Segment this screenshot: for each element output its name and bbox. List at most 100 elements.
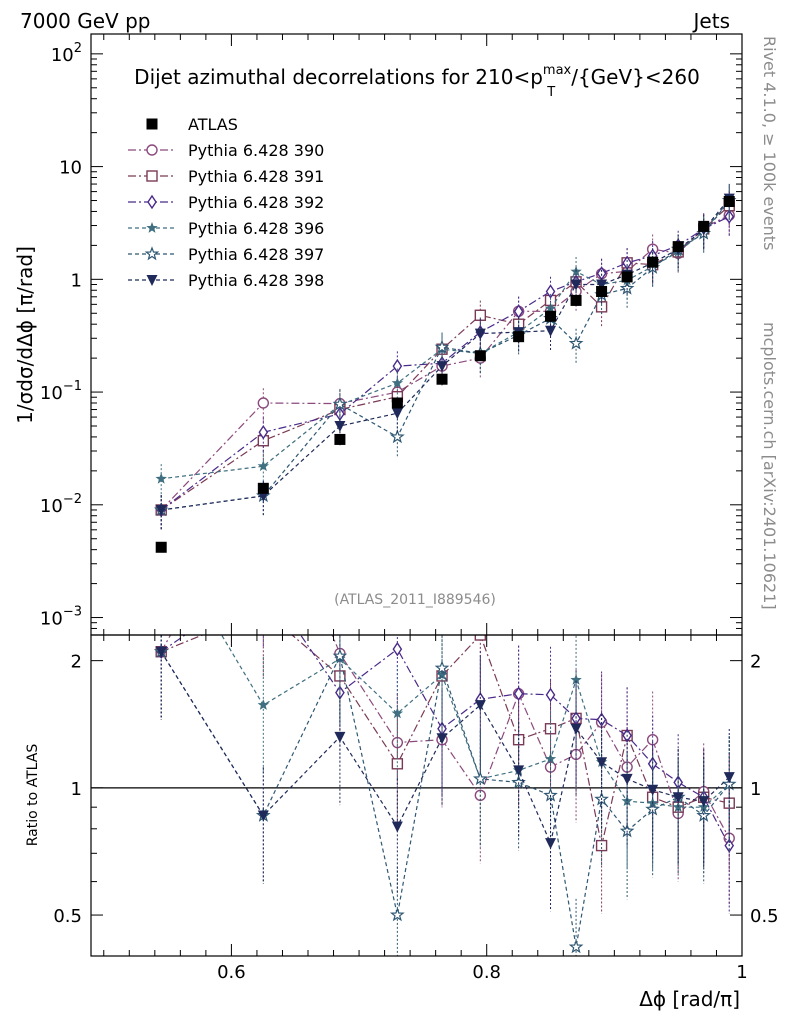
ratio-point bbox=[698, 796, 710, 808]
ratio-tick-label-left: 0.5 bbox=[53, 906, 82, 927]
y-tick-label: 10−3 bbox=[40, 605, 82, 630]
ratio-point bbox=[511, 774, 526, 789]
data-point bbox=[392, 358, 403, 374]
ratio-point bbox=[257, 699, 269, 710]
ratio-line-s397 bbox=[160, 651, 730, 948]
ratio-point bbox=[543, 787, 558, 802]
data-point bbox=[334, 421, 346, 433]
legend-marker bbox=[146, 170, 158, 182]
ratio-point bbox=[513, 765, 525, 777]
data-point bbox=[619, 280, 635, 295]
y-tick-label: 10−1 bbox=[40, 379, 82, 404]
ratio-point bbox=[545, 687, 556, 703]
y-tick-label: 10−2 bbox=[40, 492, 82, 517]
y-tick-label: 10 bbox=[59, 158, 82, 179]
data-point bbox=[545, 325, 557, 337]
series-atlas bbox=[155, 196, 735, 553]
process-label: Jets bbox=[692, 9, 730, 33]
y-tick-label: 102 bbox=[51, 41, 82, 66]
ratio-series-s392 bbox=[156, 574, 735, 914]
ratio-point bbox=[155, 646, 167, 658]
ratio-point bbox=[544, 753, 557, 764]
ratio-point bbox=[436, 733, 448, 745]
ratio-point bbox=[621, 773, 633, 785]
ratio-point bbox=[391, 758, 404, 770]
ratio-point bbox=[568, 939, 584, 954]
data-point bbox=[568, 335, 584, 350]
ratio-series-s398 bbox=[155, 635, 735, 912]
x-tick-label: 0.6 bbox=[217, 962, 246, 983]
data-point bbox=[391, 377, 404, 388]
data-point bbox=[570, 294, 582, 306]
energy-label: 7000 GeV pp bbox=[20, 9, 151, 33]
ratio-point bbox=[570, 723, 582, 735]
legend-marker bbox=[144, 246, 160, 261]
legend-item-s390: Pythia 6.428 390 bbox=[128, 141, 324, 160]
legend-item-s397: Pythia 6.428 397 bbox=[128, 245, 324, 264]
legend-marker bbox=[146, 144, 158, 156]
ratio-point bbox=[391, 707, 404, 719]
ratio-point bbox=[619, 823, 635, 838]
data-point bbox=[391, 408, 403, 420]
legend-marker bbox=[146, 118, 158, 130]
ratio-point bbox=[259, 574, 267, 586]
ratio-point bbox=[334, 731, 346, 743]
legend-item-s391: Pythia 6.428 391 bbox=[128, 167, 324, 186]
data-point bbox=[258, 424, 269, 440]
ratio-point bbox=[258, 605, 268, 615]
chart-title: Dijet azimuthal decorrelations for 210<p… bbox=[134, 63, 700, 100]
ratio-tick-label-left: 1 bbox=[71, 779, 82, 800]
ratio-point bbox=[434, 660, 450, 675]
data-point bbox=[570, 279, 582, 291]
data-point bbox=[434, 339, 450, 354]
ratio-point bbox=[436, 669, 448, 680]
x-axis-title: Δϕ [rad/π] bbox=[639, 987, 740, 1011]
legend-marker bbox=[146, 222, 158, 233]
series-line-s392 bbox=[160, 216, 730, 511]
y-axis-title: 1/σdσ/dΔϕ [π/rad] bbox=[13, 246, 37, 424]
ratio-tick-label-left: 2 bbox=[71, 652, 82, 673]
legend-label: Pythia 6.428 397 bbox=[188, 245, 324, 264]
ratio-point bbox=[472, 771, 488, 786]
data-point bbox=[257, 460, 269, 472]
x-tick-label: 0.8 bbox=[472, 962, 501, 983]
ratio-point bbox=[392, 641, 403, 657]
ratio-point bbox=[474, 635, 487, 641]
ratio-tick-label-right: 1 bbox=[750, 779, 761, 800]
y-tick-label: 1 bbox=[71, 270, 82, 291]
legend-label: Pythia 6.428 390 bbox=[188, 141, 324, 160]
legend-label: ATLAS bbox=[188, 115, 238, 134]
data-point bbox=[647, 256, 659, 268]
ratio-point bbox=[647, 784, 659, 796]
legend-label: Pythia 6.428 392 bbox=[188, 193, 324, 212]
ratio-point bbox=[332, 648, 348, 663]
data-point bbox=[257, 397, 270, 409]
ratio-tick-label-right: 2 bbox=[750, 652, 761, 673]
legend-marker bbox=[146, 275, 158, 286]
data-point bbox=[596, 279, 608, 291]
x-tick-label: 1 bbox=[736, 962, 747, 983]
data-point bbox=[334, 433, 346, 445]
rivet-version-label: Rivet 4.1.0, ≥ 100k events bbox=[760, 36, 779, 250]
ratio-series-s397 bbox=[153, 635, 737, 956]
data-point bbox=[155, 504, 167, 516]
legend-item-atlas: ATLAS bbox=[146, 115, 238, 134]
ratio-point bbox=[474, 700, 486, 712]
ratio-point bbox=[672, 792, 684, 804]
data-point bbox=[672, 241, 684, 253]
legend-item-s398: Pythia 6.428 398 bbox=[128, 271, 324, 290]
legend-item-s392: Pythia 6.428 392 bbox=[128, 193, 324, 212]
data-point bbox=[436, 373, 448, 385]
mcplots-label: mcplots.cern.ch [arXiv:2401.10621] bbox=[760, 322, 779, 610]
legend-label: Pythia 6.428 396 bbox=[188, 219, 324, 238]
data-point bbox=[596, 285, 608, 297]
ratio-series-s390 bbox=[155, 635, 735, 907]
data-point bbox=[545, 310, 557, 322]
ratio-point bbox=[570, 674, 582, 685]
legend-label: Pythia 6.428 398 bbox=[188, 271, 324, 290]
data-point bbox=[391, 397, 403, 409]
data-point bbox=[389, 429, 405, 444]
ratio-point bbox=[723, 772, 735, 784]
ratio-point bbox=[595, 839, 608, 852]
